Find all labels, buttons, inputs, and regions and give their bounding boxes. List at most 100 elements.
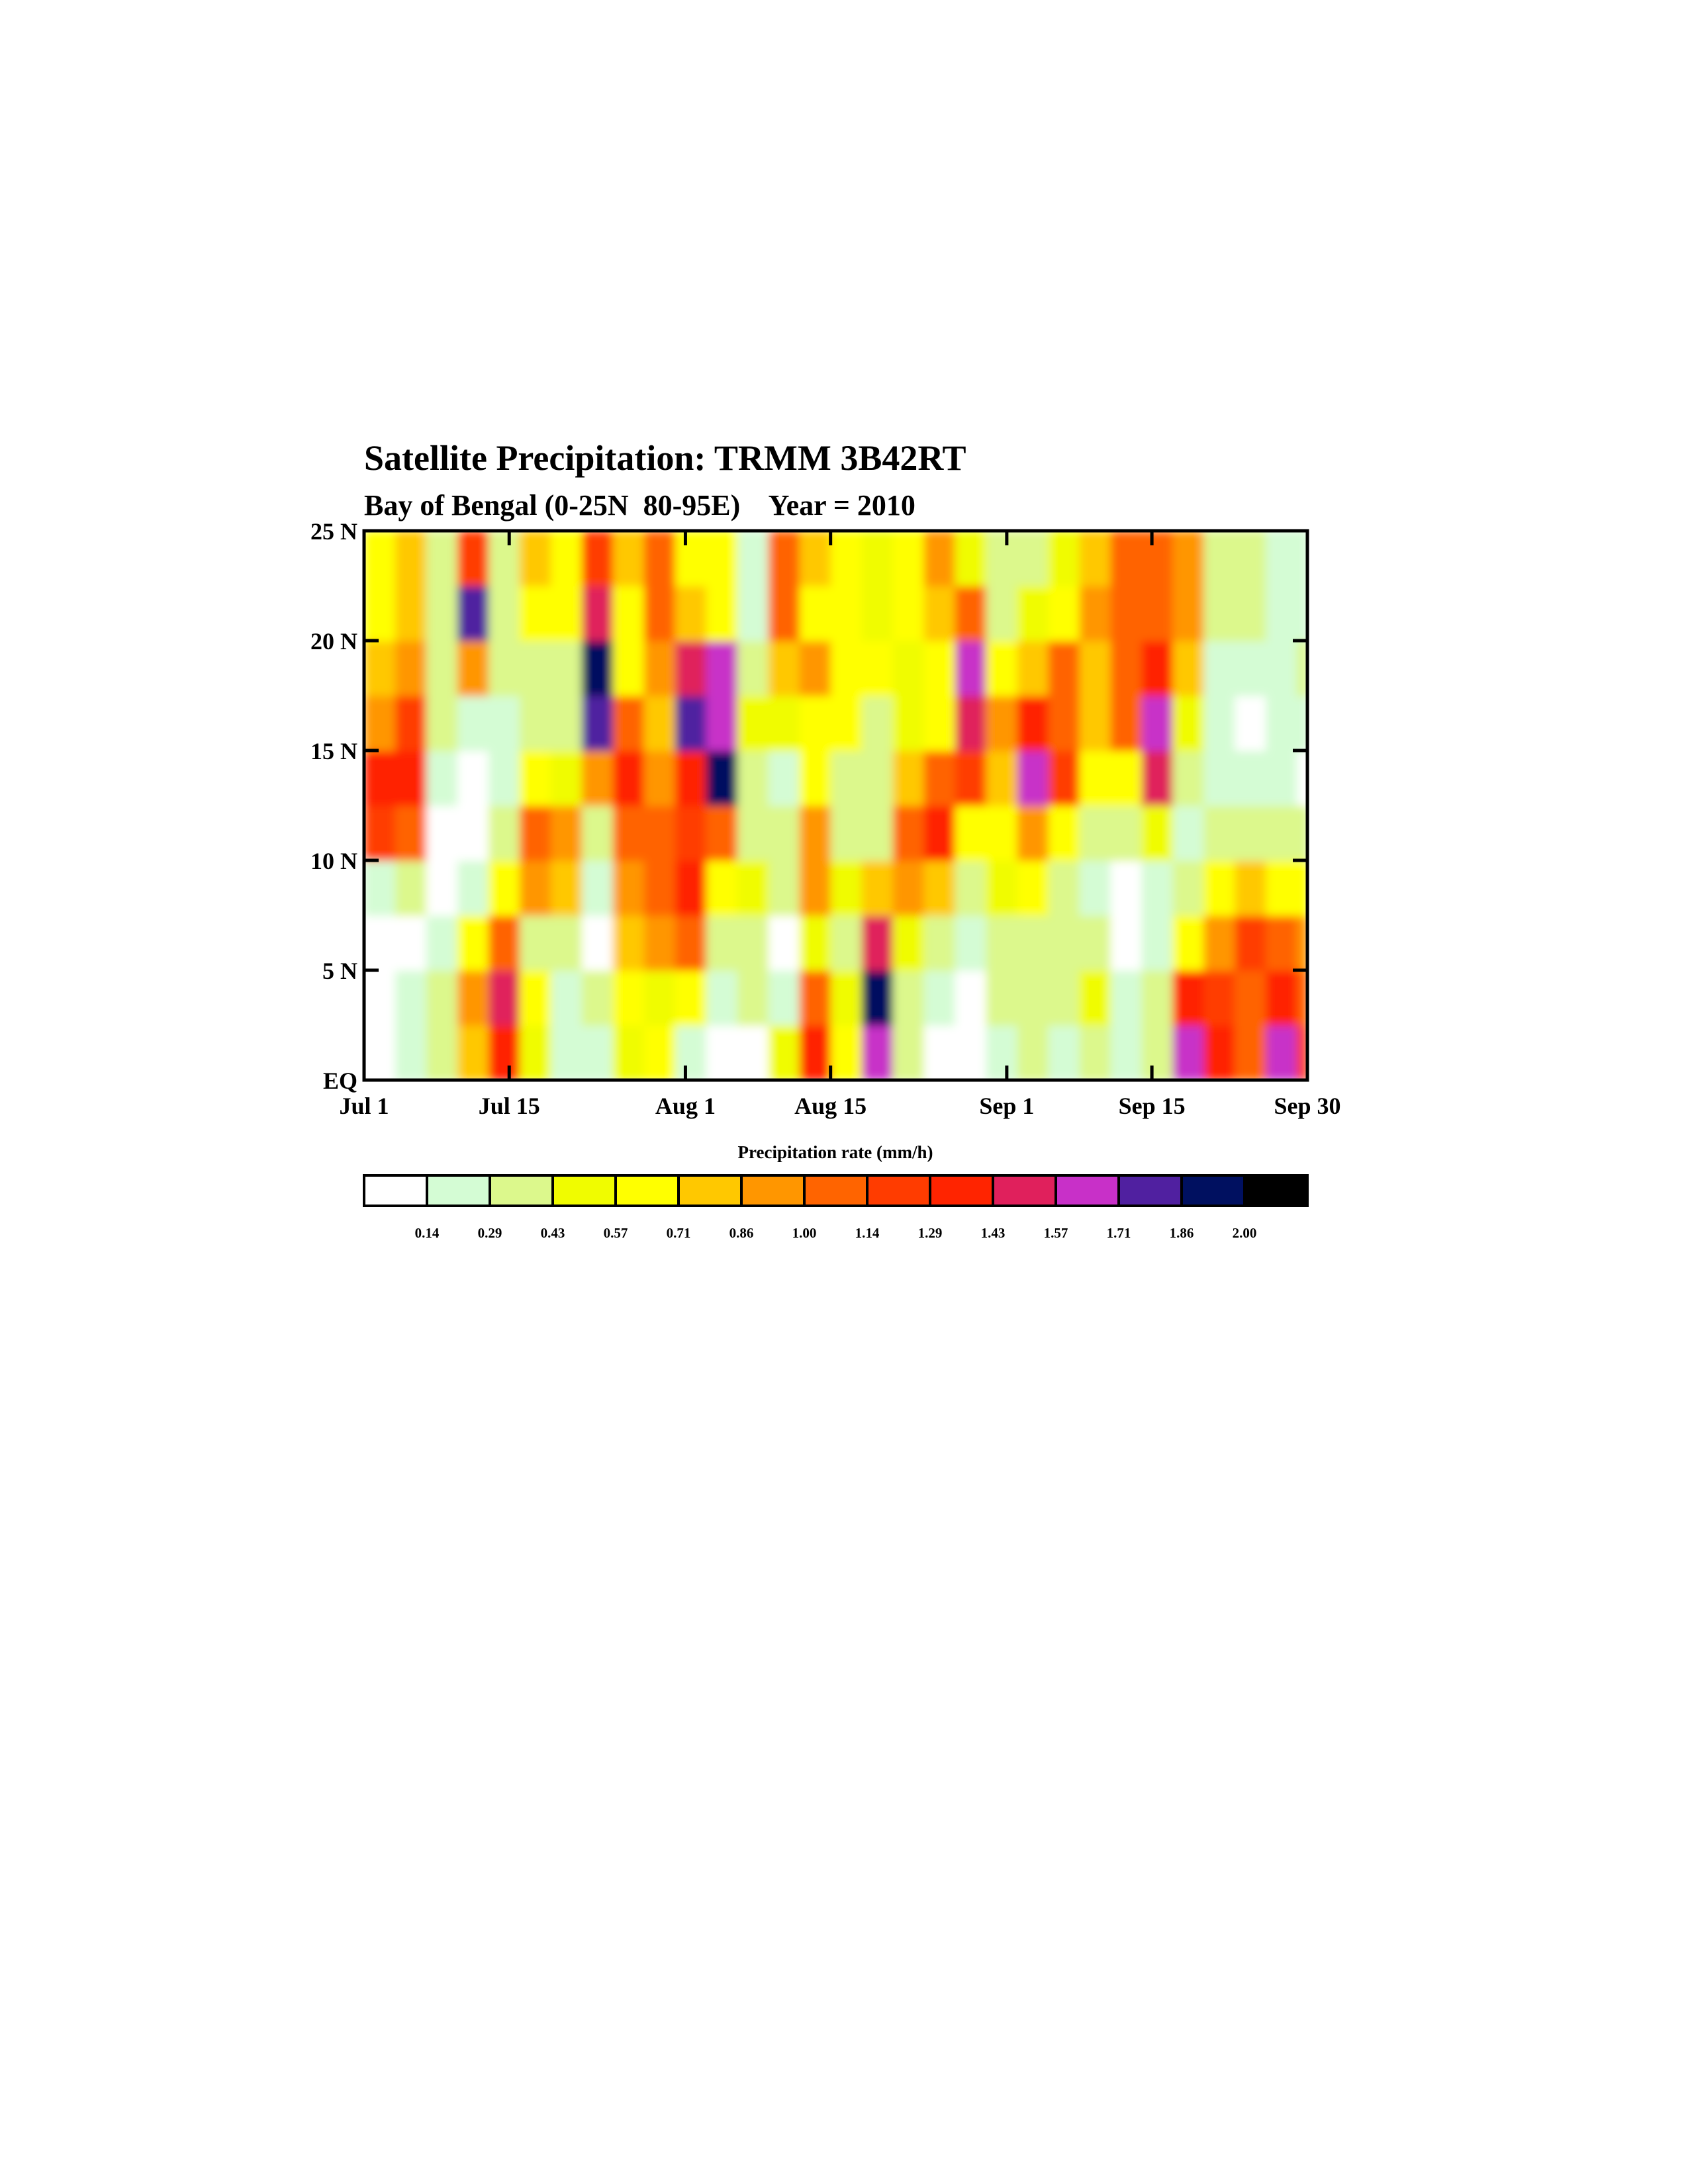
heatmap-cell <box>1110 751 1143 806</box>
heatmap-cell <box>1141 1025 1174 1080</box>
colorbar-level-label: 0.57 <box>604 1225 628 1241</box>
colorbar-swatch <box>866 1174 931 1207</box>
heatmap-cell <box>457 970 489 1026</box>
colorbar-title: Precipitation rate (mm/h) <box>738 1142 933 1162</box>
heatmap-cell <box>1266 751 1298 806</box>
heatmap-cell <box>892 805 925 861</box>
heatmap-cell <box>550 586 583 641</box>
heatmap-cell <box>675 805 707 861</box>
heatmap-cell <box>1017 1025 1049 1080</box>
heatmap-cell <box>457 915 489 971</box>
heatmap-cell <box>395 970 427 1026</box>
heatmap-cell <box>1297 586 1307 641</box>
heatmap-cell <box>1266 696 1298 751</box>
heatmap-cell <box>457 531 489 586</box>
heatmap-cell <box>488 751 520 806</box>
heatmap-cells <box>364 531 1307 1080</box>
heatmap-cell <box>923 751 956 806</box>
y-tick-label: 25 N <box>310 518 357 545</box>
heatmap-cell <box>830 641 863 696</box>
heatmap-cell <box>426 805 458 861</box>
heatmap-cell <box>861 586 894 641</box>
heatmap-cell <box>643 586 676 641</box>
plot-frame <box>362 529 1309 1082</box>
heatmap-cell <box>1079 751 1111 806</box>
heatmap-cell <box>799 915 831 971</box>
heatmap-cell <box>1203 696 1236 751</box>
heatmap-cell <box>675 751 707 806</box>
heatmap-cell <box>426 915 458 971</box>
heatmap-cell <box>1172 860 1205 916</box>
heatmap-cell <box>1017 915 1049 971</box>
heatmap-cell <box>986 1025 1018 1080</box>
heatmap-cell <box>1079 860 1111 916</box>
heatmap-cell <box>955 641 987 696</box>
heatmap-cell <box>1297 970 1307 1026</box>
colorbar-swatch <box>1117 1174 1183 1207</box>
heatmap-cell <box>550 1025 583 1080</box>
colorbar-swatch <box>1180 1174 1246 1207</box>
heatmap-cell <box>1048 531 1080 586</box>
heatmap-cell <box>519 751 551 806</box>
heatmap-cell <box>643 531 676 586</box>
heatmap-cell <box>1235 1025 1267 1080</box>
heatmap-cell <box>923 531 956 586</box>
heatmap-cell <box>1048 970 1080 1026</box>
colorbar-level-label: 1.14 <box>855 1225 880 1241</box>
y-tick-label: 20 N <box>310 628 357 655</box>
heatmap-cell <box>1048 1025 1080 1080</box>
heatmap-cell <box>581 641 614 696</box>
heatmap-cell <box>799 696 831 751</box>
heatmap-cell <box>612 805 645 861</box>
heatmap-cell <box>861 751 894 806</box>
heatmap-cell <box>395 860 427 916</box>
heatmap-cell <box>1141 970 1174 1026</box>
heatmap-cell <box>799 970 831 1026</box>
colorbar-swatch <box>803 1174 868 1207</box>
heatmap-cell <box>643 860 676 916</box>
heatmap-cell <box>519 970 551 1026</box>
heatmap-cell <box>643 696 676 751</box>
heatmap-cell <box>1172 805 1205 861</box>
heatmap-cell <box>1079 915 1111 971</box>
colorbar-swatch <box>1055 1174 1120 1207</box>
colorbar-swatch <box>677 1174 743 1207</box>
heatmap-cell <box>581 805 614 861</box>
heatmap-cell <box>364 751 396 806</box>
heatmap-cell <box>1172 696 1205 751</box>
heatmap-cell <box>1297 1025 1307 1080</box>
heatmap-cell <box>1110 915 1143 971</box>
heatmap-cell <box>1297 696 1307 751</box>
heatmap-cell <box>737 915 769 971</box>
heatmap-cell <box>364 641 396 696</box>
heatmap-cell <box>519 641 551 696</box>
heatmap-cell <box>488 805 520 861</box>
heatmap-cell <box>395 751 427 806</box>
heatmap-cell <box>395 531 427 586</box>
heatmap-cell <box>519 696 551 751</box>
y-tick-label: EQ <box>323 1068 357 1094</box>
heatmap-cell <box>612 915 645 971</box>
heatmap-cell <box>1110 1025 1143 1080</box>
heatmap-cell <box>612 641 645 696</box>
heatmap-cell <box>1235 531 1267 586</box>
heatmap-cell <box>550 805 583 861</box>
heatmap-cell <box>1048 751 1080 806</box>
heatmap-cell <box>550 860 583 916</box>
heatmap-cell <box>1141 860 1174 916</box>
heatmap-cell <box>1172 531 1205 586</box>
y-tick-label: 5 N <box>322 958 357 984</box>
heatmap-cell <box>1172 751 1205 806</box>
heatmap-cell <box>457 641 489 696</box>
heatmap-cell <box>830 531 863 586</box>
heatmap-cell <box>1297 915 1307 971</box>
heatmap-cell <box>550 751 583 806</box>
colorbar-swatch <box>489 1174 554 1207</box>
heatmap-cell <box>675 531 707 586</box>
heatmap-cell <box>612 970 645 1026</box>
heatmap-cell <box>768 805 800 861</box>
heatmap-cell <box>1203 1025 1236 1080</box>
heatmap-cell <box>519 915 551 971</box>
heatmap-cell <box>1017 751 1049 806</box>
y-tick-label: 10 N <box>310 848 357 874</box>
